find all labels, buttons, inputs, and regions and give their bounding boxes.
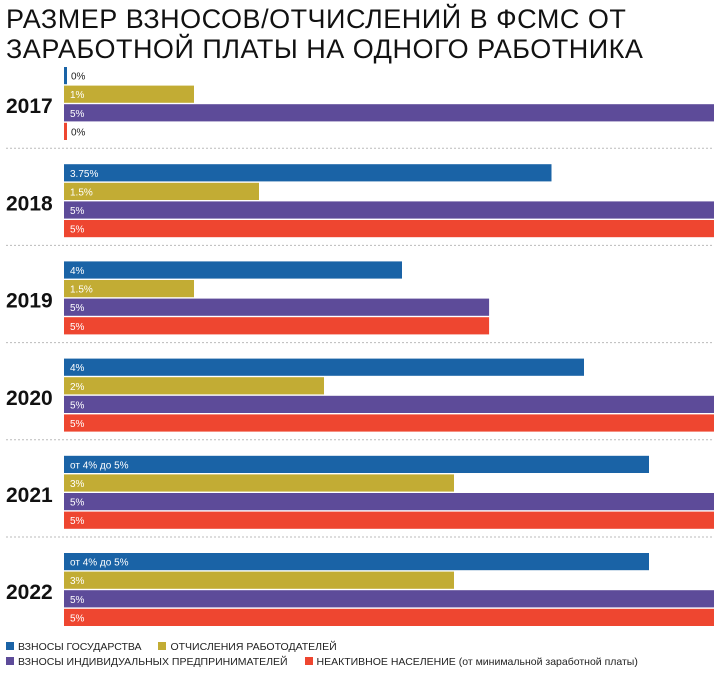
chart-title: РАЗМЕР ВЗНОСОВ/ОТЧИСЛЕНИЙ В ФСМС ОТ ЗАРА… bbox=[6, 4, 716, 64]
legend-swatch-state bbox=[6, 642, 14, 650]
legend-swatch-employers bbox=[158, 642, 167, 650]
legend-label-inactive: НЕАКТИВНОЕ НАСЕЛЕНИЕ bbox=[316, 656, 456, 668]
legend-label-entrepreneurs: ВЗНОСЫ ИНДИВИДУАЛЬНЫХ ПРЕДПРИНИМАТЕЛЕЙ bbox=[18, 656, 288, 668]
chart-legend: ВЗНОСЫ ГОСУДАРСТВА ОТЧИСЛЕНИЯ РАБОТОДАТЕ… bbox=[6, 640, 718, 670]
year-group-2018: 2018 3.75% 1.5% 5% 5% bbox=[6, 147, 714, 238]
bar-entrepreneurs bbox=[64, 590, 714, 608]
bar-label-employers: 1.5% bbox=[70, 187, 93, 198]
bar-entrepreneurs bbox=[64, 104, 714, 122]
year-group-2017: 2017 0% 1% 5% 0% bbox=[6, 67, 714, 140]
bar-inactive bbox=[64, 608, 714, 626]
bar-label-inactive: 5% bbox=[70, 419, 85, 430]
bar-label-inactive: 0% bbox=[71, 127, 86, 138]
bar-label-inactive: 5% bbox=[70, 516, 85, 527]
bar-state bbox=[64, 67, 67, 85]
bar-label-employers: 2% bbox=[70, 382, 85, 393]
bar-employers bbox=[64, 85, 194, 103]
bar-state bbox=[64, 261, 402, 279]
bar-label-state: 4% bbox=[70, 363, 85, 374]
bar-entrepreneurs bbox=[64, 395, 714, 413]
bar-employers bbox=[64, 474, 454, 492]
legend-note-inactive: (от минимальной заработной платы) bbox=[458, 656, 638, 668]
year-group-2019: 2019 4% 1.5% 5% 5% bbox=[6, 244, 714, 335]
year-group-2022: 2022 от 4% до 5% 3% 5% 5% bbox=[6, 536, 714, 626]
bar-label-employers: 3% bbox=[70, 479, 85, 490]
bar-inactive bbox=[64, 220, 714, 238]
chart-title-line-2: ЗАРАБОТНОЙ ПЛАТЫ НА ОДНОГО РАБОТНИКА bbox=[6, 34, 644, 64]
legend-item-entrepreneurs: ВЗНОСЫ ИНДИВИДУАЛЬНЫХ ПРЕДПРИНИМАТЕЛЕЙ bbox=[6, 655, 288, 670]
year-label: 2019 bbox=[6, 290, 53, 313]
bar-state bbox=[64, 358, 584, 376]
legend-row-2: ВЗНОСЫ ИНДИВИДУАЛЬНЫХ ПРЕДПРИНИМАТЕЛЕЙ Н… bbox=[6, 655, 718, 670]
bar-label-inactive: 5% bbox=[70, 225, 85, 236]
legend-label-state: ВЗНОСЫ ГОСУДАРСТВА bbox=[18, 641, 142, 653]
bar-employers bbox=[64, 377, 324, 395]
year-label: 2021 bbox=[6, 484, 53, 507]
bar-label-inactive: 5% bbox=[70, 322, 85, 333]
bar-inactive bbox=[64, 122, 67, 140]
year-label: 2017 bbox=[6, 95, 53, 118]
bar-entrepreneurs bbox=[64, 201, 714, 219]
bar-label-state: 4% bbox=[70, 266, 85, 277]
bar-state bbox=[64, 455, 649, 473]
bar-label-state: 3.75% bbox=[70, 169, 98, 180]
year-label: 2018 bbox=[6, 192, 53, 215]
bar-label-state: 0% bbox=[71, 72, 86, 83]
bar-inactive bbox=[64, 511, 714, 529]
bar-inactive bbox=[64, 414, 714, 432]
year-group-2021: 2021 от 4% до 5% 3% 5% 5% bbox=[6, 439, 714, 529]
bar-label-entrepreneurs: 5% bbox=[70, 109, 85, 120]
bar-employers bbox=[64, 280, 194, 298]
bar-label-entrepreneurs: 5% bbox=[70, 498, 85, 509]
bar-label-entrepreneurs: 5% bbox=[70, 400, 85, 411]
legend-item-inactive: НЕАКТИВНОЕ НАСЕЛЕНИЕ (от минимальной зар… bbox=[304, 655, 638, 670]
bar-label-entrepreneurs: 5% bbox=[70, 595, 85, 606]
bar-label-employers: 3% bbox=[70, 576, 85, 587]
bar-label-inactive: 5% bbox=[70, 613, 85, 624]
bar-inactive bbox=[64, 317, 490, 335]
bar-employers bbox=[64, 571, 454, 589]
year-label: 2020 bbox=[6, 387, 53, 410]
legend-label-employers: ОТЧИСЛЕНИЯ РАБОТОДАТЕЛЕЙ bbox=[170, 641, 337, 653]
bar-entrepreneurs bbox=[64, 493, 714, 511]
bar-label-employers: 1.5% bbox=[70, 285, 93, 296]
bar-label-state: от 4% до 5% bbox=[70, 460, 129, 471]
legend-row-1: ВЗНОСЫ ГОСУДАРСТВА ОТЧИСЛЕНИЯ РАБОТОДАТЕ… bbox=[6, 640, 718, 655]
chart-title-line-1: РАЗМЕР ВЗНОСОВ/ОТЧИСЛЕНИЙ В ФСМС ОТ bbox=[6, 4, 627, 34]
bar-label-entrepreneurs: 5% bbox=[70, 206, 85, 217]
legend-item-employers: ОТЧИСЛЕНИЯ РАБОТОДАТЕЛЕЙ bbox=[158, 640, 337, 655]
legend-swatch-inactive bbox=[304, 657, 313, 665]
bar-label-employers: 1% bbox=[70, 90, 85, 101]
legend-item-state: ВЗНОСЫ ГОСУДАРСТВА bbox=[6, 640, 142, 655]
year-group-2020: 2020 4% 2% 5% 5% bbox=[6, 342, 714, 432]
year-label: 2022 bbox=[6, 581, 53, 604]
bar-entrepreneurs bbox=[64, 298, 490, 316]
bar-label-state: от 4% до 5% bbox=[70, 558, 129, 569]
legend-swatch-entrepreneurs bbox=[6, 657, 14, 665]
bar-state bbox=[64, 164, 552, 182]
bar-label-entrepreneurs: 5% bbox=[70, 303, 85, 314]
bar-state bbox=[64, 553, 649, 571]
bar-employers bbox=[64, 182, 259, 200]
